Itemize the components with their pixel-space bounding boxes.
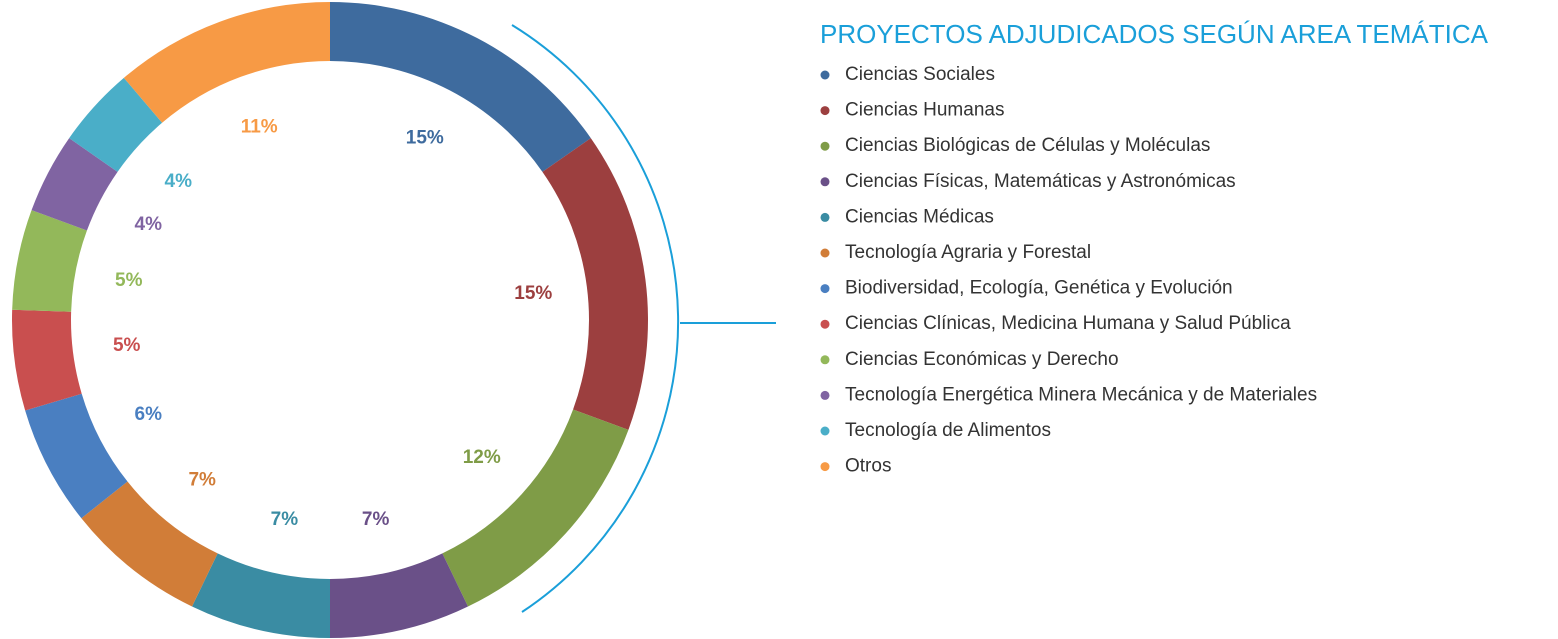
- chart-title: PROYECTOS ADJUDICADOS SEGÚN AREA TEMÁTIC…: [820, 19, 1489, 49]
- legend-marker: [820, 355, 830, 365]
- legend-marker: [820, 177, 830, 187]
- donut-segment: [192, 553, 330, 638]
- data-label: 6%: [135, 404, 163, 425]
- data-label: 15%: [514, 283, 552, 304]
- data-label: 7%: [362, 509, 390, 530]
- legend-label: Ciencias Médicas: [845, 206, 994, 227]
- legend-marker: [820, 106, 830, 116]
- data-label: 15%: [406, 127, 444, 148]
- legend-marker: [820, 284, 830, 294]
- data-label: 11%: [241, 117, 278, 138]
- donut-segment: [81, 481, 218, 607]
- legend-label: Ciencias Sociales: [845, 64, 995, 85]
- donut-segment: [69, 77, 163, 172]
- legend-label: Ciencias Físicas, Matemáticas y Astronóm…: [845, 171, 1236, 192]
- donut-segment: [330, 553, 468, 638]
- data-label: 5%: [115, 270, 143, 291]
- data-label: 4%: [165, 171, 193, 192]
- donut-segment: [25, 393, 128, 519]
- legend-label: Ciencias Biológicas de Células y Molécul…: [845, 135, 1210, 156]
- data-label: 5%: [113, 335, 141, 356]
- bracket-arc: [511, 24, 680, 613]
- legend-marker: [820, 462, 830, 472]
- legend-marker: [820, 390, 830, 400]
- donut-segment: [31, 138, 118, 231]
- donut-segment: [12, 210, 87, 312]
- donut-segment: [330, 2, 591, 172]
- legend-marker: [820, 212, 830, 222]
- legend-label: Ciencias Clínicas, Medicina Humana y Sal…: [845, 313, 1291, 334]
- legend-label: Tecnología Agraria y Forestal: [845, 242, 1091, 263]
- legend-marker: [820, 426, 830, 436]
- legend-marker: [820, 141, 830, 151]
- legend-marker: [820, 319, 830, 329]
- legend-label: Biodiversidad, Ecología, Genética y Evol…: [845, 278, 1233, 299]
- donut-segment: [12, 309, 82, 411]
- legend-label: Otros: [845, 456, 891, 477]
- legend-label: Tecnología de Alimentos: [845, 420, 1051, 441]
- donut-segment: [542, 138, 648, 430]
- legend-marker: [820, 248, 830, 258]
- legend-label: Ciencias Económicas y Derecho: [845, 349, 1119, 370]
- data-label: 7%: [271, 509, 299, 530]
- legend-label: Ciencias Humanas: [845, 100, 1004, 121]
- legend-marker: [820, 70, 830, 80]
- data-label: 4%: [135, 214, 163, 235]
- donut-segment: [123, 1, 330, 123]
- donut-segment: [442, 409, 629, 607]
- data-label: 7%: [188, 469, 216, 490]
- data-label: 12%: [463, 447, 501, 468]
- legend-label: Tecnología Energética Minera Mecánica y …: [845, 384, 1317, 405]
